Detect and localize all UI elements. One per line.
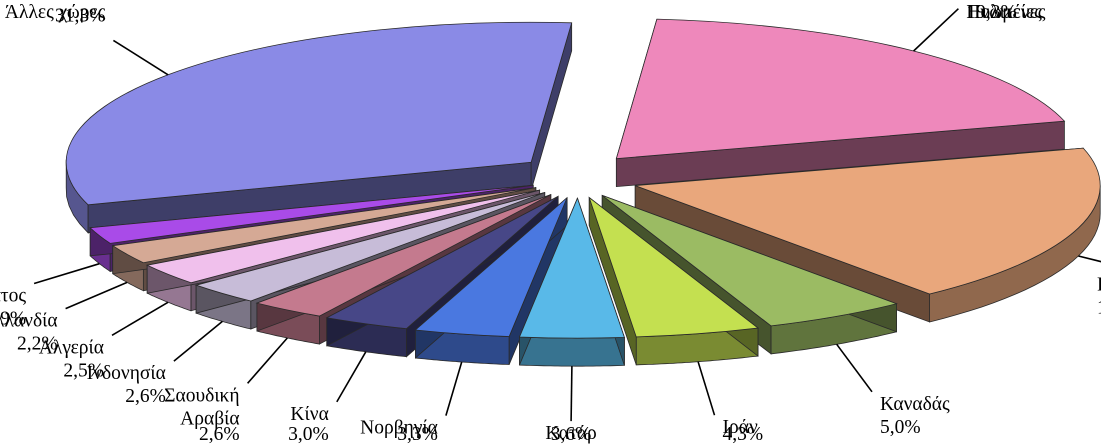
slice-name-label-καναδάς: Καναδάς: [880, 394, 950, 415]
slice-σαουδική-αραβία: [255, 194, 551, 317]
leader-line-κίνα: [336, 351, 367, 403]
slice-άλλες-χώρες: [65, 21, 573, 206]
slice-name-label-κατάρ: Κατάρ: [545, 423, 596, 444]
leader-line-σαουδική-αραβία: [246, 337, 288, 384]
slice-name-label-ιράν: Ιράν: [723, 417, 758, 438]
slice-ρωσία: [635, 147, 1101, 295]
slice-value-label-ολλανδία: 2,2%: [17, 334, 58, 355]
leader-line-ρωσία: [1078, 255, 1101, 263]
leader-line-νορβηγία: [445, 361, 463, 416]
slice-name-label-κίνα: Κίνα: [290, 404, 328, 425]
slice-value-label-αίγυπτος: 1,9%: [0, 309, 26, 330]
slice-value-label-ηνωμένες-πολιτείες: 19,3%: [966, 2, 1016, 23]
slice-value-label-ρωσία: 18,4%: [1097, 298, 1101, 319]
leader-line-αίγυπτος: [33, 262, 100, 285]
leader-line-αλγερία: [111, 301, 169, 336]
slice-name-label-άλλες-χώρες: Άλλες χώρες: [5, 2, 106, 23]
slice-value-label-άλλες-χώρες: 31,3%: [55, 5, 105, 26]
slice-καναδάς: [601, 195, 898, 327]
slice-value-label-νορβηγία: 3,3%: [397, 424, 438, 445]
slice-value-label-ινδονησία: 2,6%: [125, 386, 166, 407]
slice-name-label-αλγερία: Αλγερία: [39, 337, 104, 358]
slice-name-label-ρωσία: Ρωσία: [1097, 275, 1101, 296]
slice-name-label-νορβηγία: Νορβηγία: [360, 418, 438, 439]
slice-αλγερία: [145, 189, 540, 284]
leader-line-κατάρ: [570, 366, 573, 422]
slice-αίγυπτος: [89, 184, 534, 244]
leader-line-ινδονησία: [173, 320, 223, 362]
slice-ινδονησία: [194, 192, 545, 302]
slice-name-label-σαουδική-αραβία: Αραβία: [180, 408, 239, 429]
leader-line-ιράν: [697, 361, 716, 416]
slice-value-label-ιράν: 4,3%: [723, 424, 764, 445]
slice-κίνα: [325, 195, 559, 330]
leader-line-καναδάς: [836, 343, 873, 393]
slice-name-label-ηνωμένες-πολιτείες: Ηνωμένες: [966, 2, 1045, 23]
slice-name-label-ινδονησία: Ινδονησία: [87, 363, 166, 384]
slice-name-label-σαουδική-αραβία: Σαουδική: [164, 385, 239, 406]
leader-lines-layer: [33, 8, 1101, 422]
slice-ολλανδία: [111, 187, 536, 264]
slice-name-label-αίγυπτος: Αίγυπτος: [0, 286, 26, 307]
slice-rim-κατάρ: [519, 336, 625, 367]
slice-value-label-κατάρ: 3,6%: [551, 424, 592, 445]
leader-line-άλλες-χώρες: [112, 39, 169, 76]
slice-name-label-ηνωμένες-πολιτείες: Πολιτείες: [966, 2, 1042, 23]
slice-value-label-κίνα: 3,0%: [288, 424, 329, 445]
slice-νορβηγία: [414, 197, 568, 337]
slice-value-label-καναδάς: 5,0%: [880, 417, 921, 438]
slice-κατάρ: [518, 197, 625, 339]
slice-ιράν: [588, 196, 760, 338]
leader-line-ολλανδία: [65, 281, 128, 310]
slice-name-label-ολλανδία: Ολλανδία: [0, 311, 58, 332]
slice-tops-layer: [65, 18, 1101, 339]
slice-value-label-σαουδική-αραβία: 2,6%: [199, 424, 240, 445]
leader-line-ηνωμένες-πολιτείες: [913, 8, 959, 52]
slice-value-label-αλγερία: 2,5%: [63, 360, 104, 381]
